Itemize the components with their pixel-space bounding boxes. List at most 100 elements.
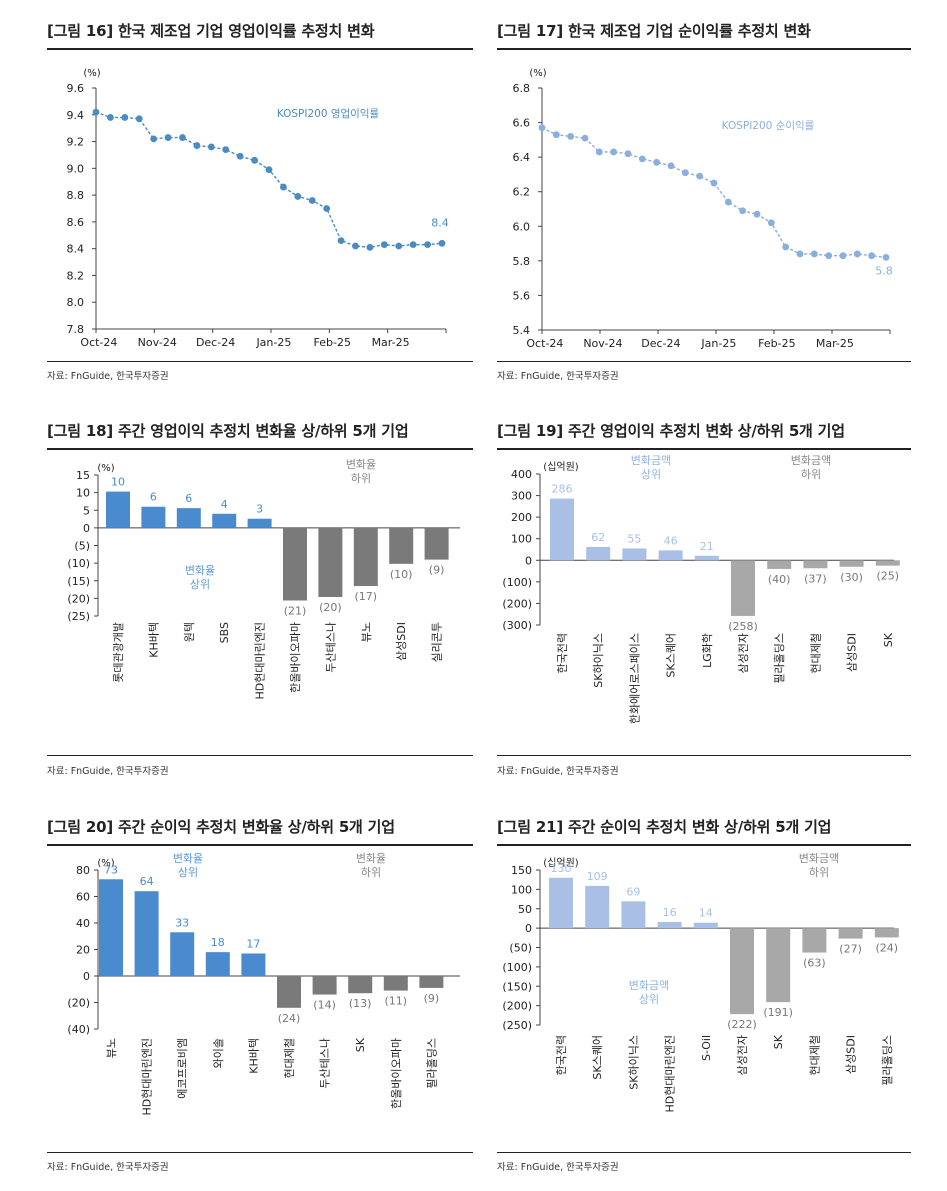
y-tick-label: 5.8 [513, 255, 531, 268]
bar-value-label: (21) [284, 604, 307, 617]
bar-value-label: (14) [313, 999, 336, 1012]
bar-value-label: 6 [150, 491, 157, 504]
data-point [753, 210, 761, 218]
bar [318, 527, 343, 597]
bar [389, 527, 414, 564]
source-rule [497, 755, 911, 756]
bar [767, 560, 792, 569]
data-point [767, 219, 775, 227]
y-tick-label: (25) [67, 610, 90, 623]
data-point [825, 252, 833, 260]
figure-19-bar-chart: (300) (200) (100) 0 100 200 300 400 (십억원) 286 한국전력… [502, 454, 900, 724]
data-point [424, 241, 431, 249]
figure-19-source: 자료: FnGuide, 한국투자증권 [497, 766, 619, 777]
data-point [380, 241, 388, 249]
data-point [352, 242, 359, 250]
y-tick-label: 400 [511, 468, 532, 481]
y-tick-label: 8.2 [67, 269, 85, 282]
bar-value-label: (20) [319, 601, 342, 614]
y-tick-label: (15) [67, 575, 90, 588]
bar [586, 546, 611, 561]
bar [839, 560, 864, 567]
data-point [538, 124, 546, 132]
bar-value-label: (30) [840, 571, 863, 584]
data-point [251, 156, 258, 164]
bar [99, 879, 123, 976]
bar-value-label: 64 [140, 875, 154, 888]
bar [838, 928, 863, 939]
bar-value-label: 3 [256, 503, 263, 516]
bar-value-label: (25) [877, 570, 900, 583]
category-label: 두산테스나 [324, 622, 337, 673]
figure-19-panel: [그림 19] 주간 영업이익 추정치 변화 상/하위 5개 기업 (300)(… [497, 420, 911, 780]
bar-value-label: (24) [876, 941, 899, 954]
annotation-text: 변화금액 [629, 979, 669, 992]
figure-18-title: [그림 18] 주간 영업이익 추정치 변화율 상/하위 5개 기업 [47, 422, 409, 440]
bar-value-label: (63) [803, 957, 826, 970]
data-point [207, 143, 215, 151]
data-point [164, 134, 172, 141]
figure-20-panel: [그림 20] 주간 순이익 추정치 변화율 상/하위 5개 기업 (40) (2… [47, 816, 473, 1186]
y-tick-label: 5.4 [513, 324, 531, 337]
y-tick-label: 8.8 [67, 189, 85, 202]
data-point [882, 254, 890, 261]
category-label: SK하이닉스 [626, 1035, 640, 1090]
annotation-text: 하위 [361, 865, 381, 879]
y-tick-label: (5) [74, 540, 90, 553]
bar-value-label: (258) [728, 620, 758, 633]
category-label: 와이솔 [212, 1038, 225, 1068]
bar [621, 901, 646, 929]
series-line [541, 127, 887, 259]
bar-value-label: (222) [727, 1018, 757, 1031]
annotation-text: 변화율 [173, 852, 203, 865]
x-tick-label: Mar-25 [372, 336, 410, 349]
y-tick-label: 100 [511, 883, 532, 896]
data-point [92, 108, 100, 116]
figure-20-source: 자료: FnGuide, 한국투자증권 [47, 1162, 169, 1173]
y-tick-label: 150 [511, 864, 532, 877]
x-tick-label: Oct-24 [526, 337, 563, 350]
bar [802, 928, 827, 953]
category-label: 한올바이오파마 [289, 622, 302, 693]
bar [585, 885, 610, 929]
y-tick-label: 9.4 [67, 109, 85, 122]
title-rule [497, 844, 911, 846]
x-tick-label: Dec-24 [641, 337, 680, 350]
y-tick-label: 0 [83, 970, 90, 983]
bar [312, 976, 337, 995]
bar-value-label: (24) [278, 1012, 301, 1025]
figure-16-source: 자료: FnGuide, 한국투자증권 [47, 371, 169, 382]
y-unit-label: (%) [83, 68, 100, 79]
category-label: SBS [218, 622, 231, 643]
y-unit-label: (%) [97, 858, 114, 869]
bar-value-label: (191) [763, 1006, 793, 1019]
bar [730, 928, 754, 1015]
category-label: LG화학 [701, 633, 714, 668]
x-tick-label: Nov-24 [138, 336, 177, 349]
bar-value-label: (37) [804, 572, 827, 585]
y-tick-label: 50 [518, 903, 532, 916]
figure-19-title: [그림 19] 주간 영업이익 추정치 변화 상/하위 5개 기업 [497, 422, 845, 440]
y-tick-label: 5.6 [513, 289, 531, 302]
bar [419, 976, 444, 988]
category-label: SK스퀘어 [591, 1035, 604, 1080]
bar [803, 560, 828, 569]
source-rule [47, 1152, 473, 1153]
figure-16-line-chart: 7.8 8.0 8.2 8.4 8.6 8.8 9.0 9.2 9.4 9.6 (%) Oct-24 N… [67, 68, 449, 349]
data-point [782, 243, 790, 251]
y-tick-label: 0 [525, 554, 532, 567]
x-tick-label: Jan-25 [700, 337, 736, 350]
data-point [150, 135, 158, 143]
y-tick-label: 20 [76, 944, 90, 957]
data-point [796, 250, 804, 258]
x-tick-label: Dec-24 [196, 336, 235, 349]
category-label: 필라홀딩스 [773, 633, 786, 684]
title-rule [47, 48, 473, 50]
bar [874, 928, 899, 938]
y-tick-label: 10 [76, 487, 90, 500]
data-point [409, 241, 417, 249]
category-label: 삼성SDI [845, 1035, 858, 1074]
source-rule [497, 361, 911, 362]
data-point [624, 150, 632, 158]
bar-value-label: 4 [221, 498, 228, 511]
